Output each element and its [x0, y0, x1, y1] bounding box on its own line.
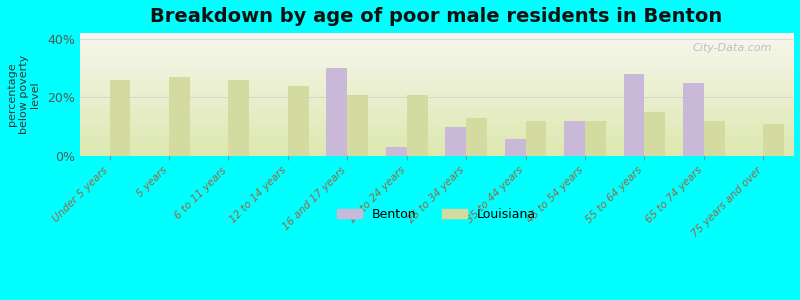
- Bar: [347, 94, 368, 156]
- Bar: [446, 127, 466, 156]
- Bar: [624, 74, 645, 156]
- Bar: [386, 147, 406, 156]
- Bar: [683, 83, 704, 156]
- Bar: [110, 80, 130, 156]
- Bar: [288, 86, 309, 156]
- Bar: [585, 121, 606, 156]
- Legend: Benton, Louisiana: Benton, Louisiana: [332, 203, 541, 226]
- Y-axis label: percentage
below poverty
level: percentage below poverty level: [7, 55, 40, 134]
- Bar: [645, 112, 666, 156]
- Bar: [763, 124, 784, 156]
- Bar: [505, 139, 526, 156]
- Bar: [406, 94, 427, 156]
- Bar: [526, 121, 546, 156]
- Bar: [229, 80, 250, 156]
- Bar: [704, 121, 725, 156]
- Bar: [169, 77, 190, 156]
- Text: City-Data.com: City-Data.com: [692, 43, 772, 53]
- Bar: [466, 118, 487, 156]
- Bar: [326, 68, 347, 156]
- Bar: [564, 121, 585, 156]
- Title: Breakdown by age of poor male residents in Benton: Breakdown by age of poor male residents …: [150, 7, 722, 26]
